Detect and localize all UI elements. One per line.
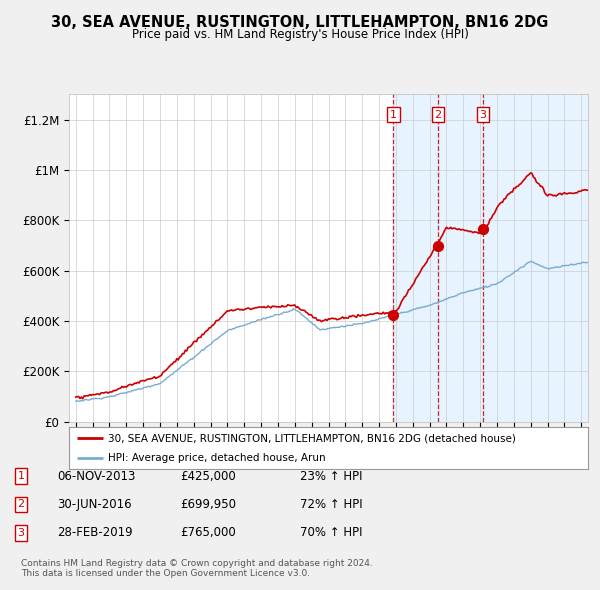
Bar	[483, 94, 588, 422]
Text: 30, SEA AVENUE, RUSTINGTON, LITTLEHAMPTON, BN16 2DG (detached house): 30, SEA AVENUE, RUSTINGTON, LITTLEHAMPTO…	[108, 433, 516, 443]
Text: 3: 3	[17, 528, 25, 537]
Text: 70% ↑ HPI: 70% ↑ HPI	[300, 526, 362, 539]
Text: £765,000: £765,000	[180, 526, 236, 539]
Point	[389, 310, 398, 320]
Text: 1: 1	[17, 471, 25, 481]
Text: 2: 2	[17, 500, 25, 509]
Text: Contains HM Land Registry data © Crown copyright and database right 2024.: Contains HM Land Registry data © Crown c…	[21, 559, 373, 568]
Text: £425,000: £425,000	[180, 470, 236, 483]
Text: 1: 1	[390, 110, 397, 120]
Text: Price paid vs. HM Land Registry's House Price Index (HPI): Price paid vs. HM Land Registry's House …	[131, 28, 469, 41]
Text: £699,950: £699,950	[180, 498, 236, 511]
Text: 72% ↑ HPI: 72% ↑ HPI	[300, 498, 362, 511]
Text: 30-JUN-2016: 30-JUN-2016	[57, 498, 131, 511]
Text: 06-NOV-2013: 06-NOV-2013	[57, 470, 136, 483]
Point	[433, 241, 443, 250]
Text: 2: 2	[434, 110, 442, 120]
Bar	[438, 94, 483, 422]
Point	[478, 224, 488, 234]
Text: HPI: Average price, detached house, Arun: HPI: Average price, detached house, Arun	[108, 453, 326, 463]
Text: This data is licensed under the Open Government Licence v3.0.: This data is licensed under the Open Gov…	[21, 569, 310, 578]
Bar	[394, 94, 438, 422]
Text: 3: 3	[479, 110, 487, 120]
Text: 28-FEB-2019: 28-FEB-2019	[57, 526, 133, 539]
Text: 23% ↑ HPI: 23% ↑ HPI	[300, 470, 362, 483]
Text: 30, SEA AVENUE, RUSTINGTON, LITTLEHAMPTON, BN16 2DG: 30, SEA AVENUE, RUSTINGTON, LITTLEHAMPTO…	[52, 15, 548, 30]
